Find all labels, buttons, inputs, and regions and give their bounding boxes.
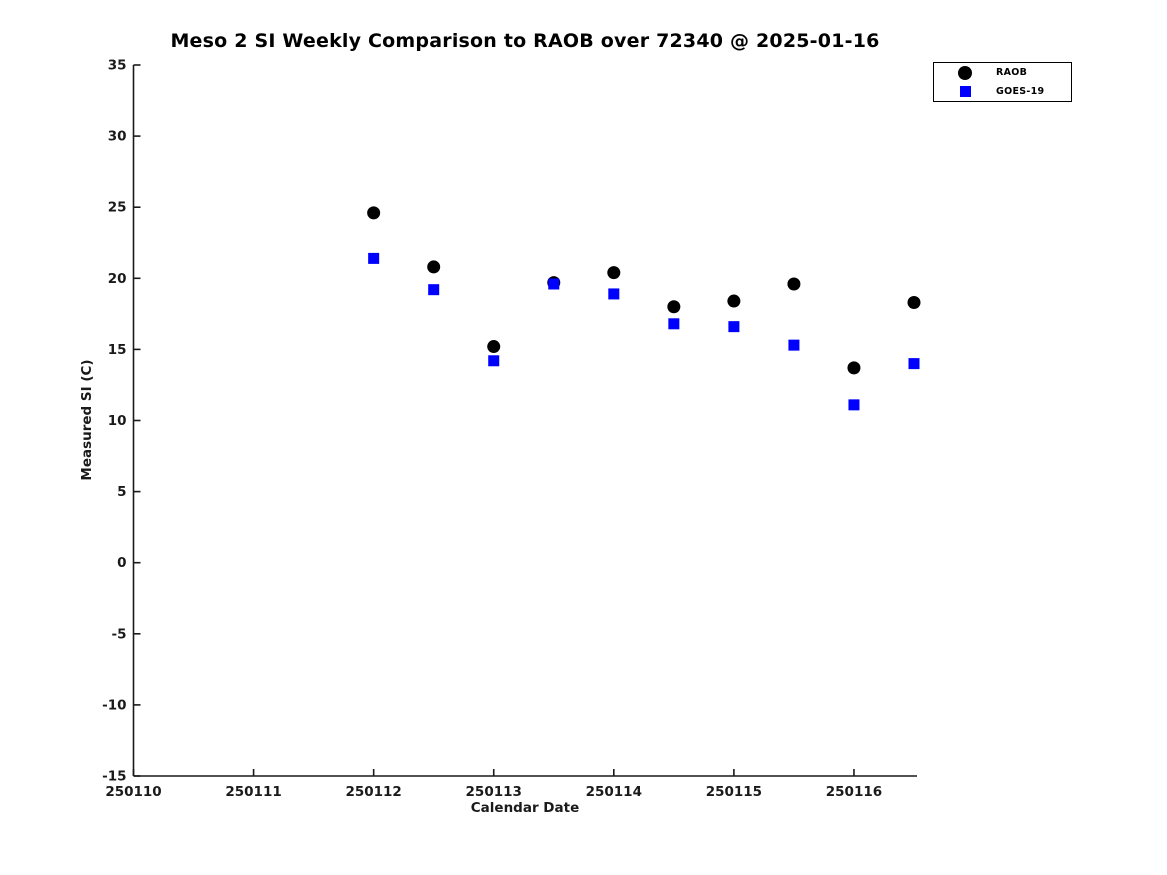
legend-item-goes-19: GOES-19 xyxy=(934,83,1071,100)
x-tick-label: 250112 xyxy=(345,784,401,800)
goes-19-marker xyxy=(548,278,560,290)
raob-marker xyxy=(847,361,861,375)
goes-19-marker xyxy=(908,358,920,370)
y-tick-label: 25 xyxy=(108,200,127,216)
x-tick-label: 250116 xyxy=(826,784,882,800)
goes-19-square-icon xyxy=(934,85,996,97)
y-tick-label: 30 xyxy=(108,129,127,145)
y-tick-label: 5 xyxy=(117,484,126,500)
y-tick-label: 15 xyxy=(108,342,127,358)
raob-marker xyxy=(727,294,741,308)
y-tick-label: 35 xyxy=(108,58,127,74)
x-tick-label: 250113 xyxy=(466,784,522,800)
y-tick-label: -5 xyxy=(112,626,127,642)
y-tick-label: 20 xyxy=(108,271,127,287)
goes-19-marker xyxy=(488,355,500,367)
raob-marker xyxy=(907,295,921,309)
y-axis-label: Measured SI (C) xyxy=(79,359,95,481)
goes-19-marker xyxy=(368,252,380,264)
raob-marker xyxy=(427,260,441,274)
raob-marker xyxy=(667,300,681,314)
raob-marker xyxy=(607,266,621,280)
legend-item-raob: RAOB xyxy=(934,64,1071,81)
x-axis-label: Calendar Date xyxy=(470,800,580,816)
legend-label-goes-19: GOES-19 xyxy=(996,85,1045,97)
x-tick-label: 250111 xyxy=(225,784,281,800)
goes-19-marker xyxy=(848,399,860,411)
y-tick-label: -15 xyxy=(102,769,126,785)
y-tick-label: 10 xyxy=(108,413,127,429)
goes-19-marker xyxy=(668,318,680,330)
raob-marker xyxy=(367,206,381,220)
legend-label-raob: RAOB xyxy=(996,67,1028,79)
goes-19-marker xyxy=(608,288,620,300)
y-tick-label: -10 xyxy=(102,697,126,713)
x-tick-label: 250110 xyxy=(105,784,161,800)
x-tick-label: 250114 xyxy=(586,784,642,800)
y-tick-label: 0 xyxy=(117,555,126,571)
chart-title: Meso 2 SI Weekly Comparison to RAOB over… xyxy=(170,30,880,52)
legend: RAOB GOES-19 xyxy=(933,62,1072,102)
goes-19-marker xyxy=(428,284,440,296)
raob-circle-icon xyxy=(934,65,996,80)
x-tick-label: 250115 xyxy=(706,784,762,800)
goes-19-marker xyxy=(788,339,800,351)
goes-19-marker xyxy=(728,321,740,333)
raob-marker xyxy=(787,277,801,291)
raob-marker xyxy=(487,340,501,354)
